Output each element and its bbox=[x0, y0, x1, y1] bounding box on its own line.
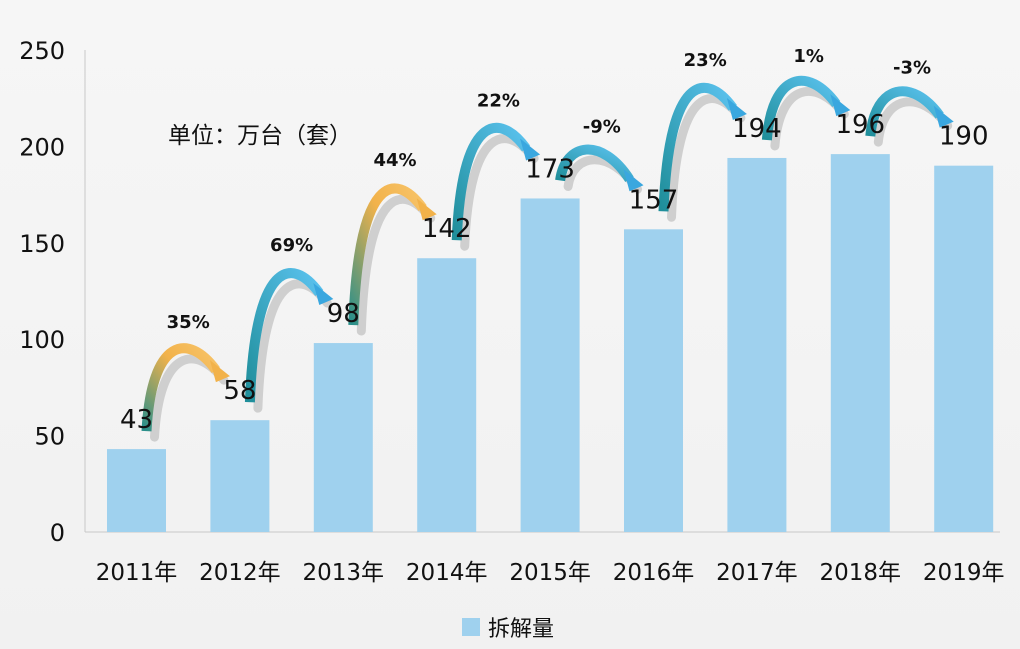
growth-label: -3% bbox=[893, 58, 931, 79]
data-label: 173 bbox=[525, 154, 575, 184]
bar bbox=[934, 165, 994, 532]
growth-label: 35% bbox=[167, 312, 210, 333]
y-tick-label: 150 bbox=[19, 230, 65, 258]
bar bbox=[107, 449, 166, 532]
bar bbox=[520, 198, 580, 532]
growth-arrow-head bbox=[726, 97, 747, 120]
growth-arrow bbox=[865, 86, 944, 137]
bar bbox=[727, 157, 787, 532]
growth-arrow bbox=[244, 268, 324, 403]
growth-arrow bbox=[761, 75, 841, 141]
x-tick-label: 2012年 bbox=[199, 560, 281, 586]
growth-arrow-head bbox=[623, 169, 644, 192]
data-label: 98 bbox=[327, 299, 360, 329]
x-tick-label: 2019年 bbox=[923, 560, 1005, 586]
growth-arrow-head bbox=[209, 360, 230, 383]
legend-swatch bbox=[462, 618, 480, 636]
growth-label: 23% bbox=[684, 50, 727, 71]
data-label: 142 bbox=[422, 214, 472, 244]
bar bbox=[624, 229, 683, 532]
y-tick-label: 250 bbox=[19, 37, 65, 65]
growth-label: 44% bbox=[373, 150, 416, 171]
growth-arrow-head bbox=[830, 94, 851, 117]
growth-arrow bbox=[451, 122, 531, 241]
legend-label: 拆解量 bbox=[488, 617, 554, 642]
y-tick-label: 100 bbox=[19, 326, 65, 354]
growth-label: 69% bbox=[270, 235, 313, 256]
data-label: 194 bbox=[732, 114, 782, 144]
x-tick-label: 2016年 bbox=[613, 560, 695, 586]
growth-arrow bbox=[348, 183, 427, 326]
y-tick-label: 50 bbox=[34, 423, 65, 451]
x-tick-label: 2017年 bbox=[716, 560, 798, 586]
growth-arrow bbox=[141, 343, 220, 432]
bar bbox=[417, 258, 477, 532]
x-tick-label: 2015年 bbox=[509, 560, 591, 586]
data-label: 157 bbox=[629, 185, 679, 215]
growth-arrow bbox=[658, 82, 737, 212]
growth-label: -9% bbox=[583, 116, 621, 137]
x-tick-label: 2011年 bbox=[96, 560, 178, 586]
y-tick-label: 0 bbox=[50, 519, 65, 547]
unit-note: 单位：万台（套） bbox=[168, 123, 352, 149]
data-label: 58 bbox=[223, 376, 256, 406]
growth-arrow bbox=[555, 144, 634, 183]
data-label: 43 bbox=[120, 405, 153, 435]
data-label: 190 bbox=[939, 122, 989, 152]
growth-label: 1% bbox=[793, 46, 824, 67]
data-label: 196 bbox=[835, 110, 885, 140]
y-tick-label: 200 bbox=[19, 133, 65, 161]
growth-arrow-head bbox=[313, 283, 334, 306]
bar bbox=[210, 420, 270, 532]
growth-arrow-head bbox=[416, 198, 437, 221]
x-tick-label: 2014年 bbox=[406, 560, 488, 586]
x-tick-label: 2013年 bbox=[303, 560, 385, 586]
growth-label: 22% bbox=[477, 90, 520, 111]
bar bbox=[830, 154, 890, 532]
x-tick-label: 2018年 bbox=[820, 560, 902, 586]
growth-arrow-head bbox=[933, 105, 954, 128]
bar bbox=[313, 343, 373, 532]
growth-arrow-head bbox=[520, 138, 541, 161]
